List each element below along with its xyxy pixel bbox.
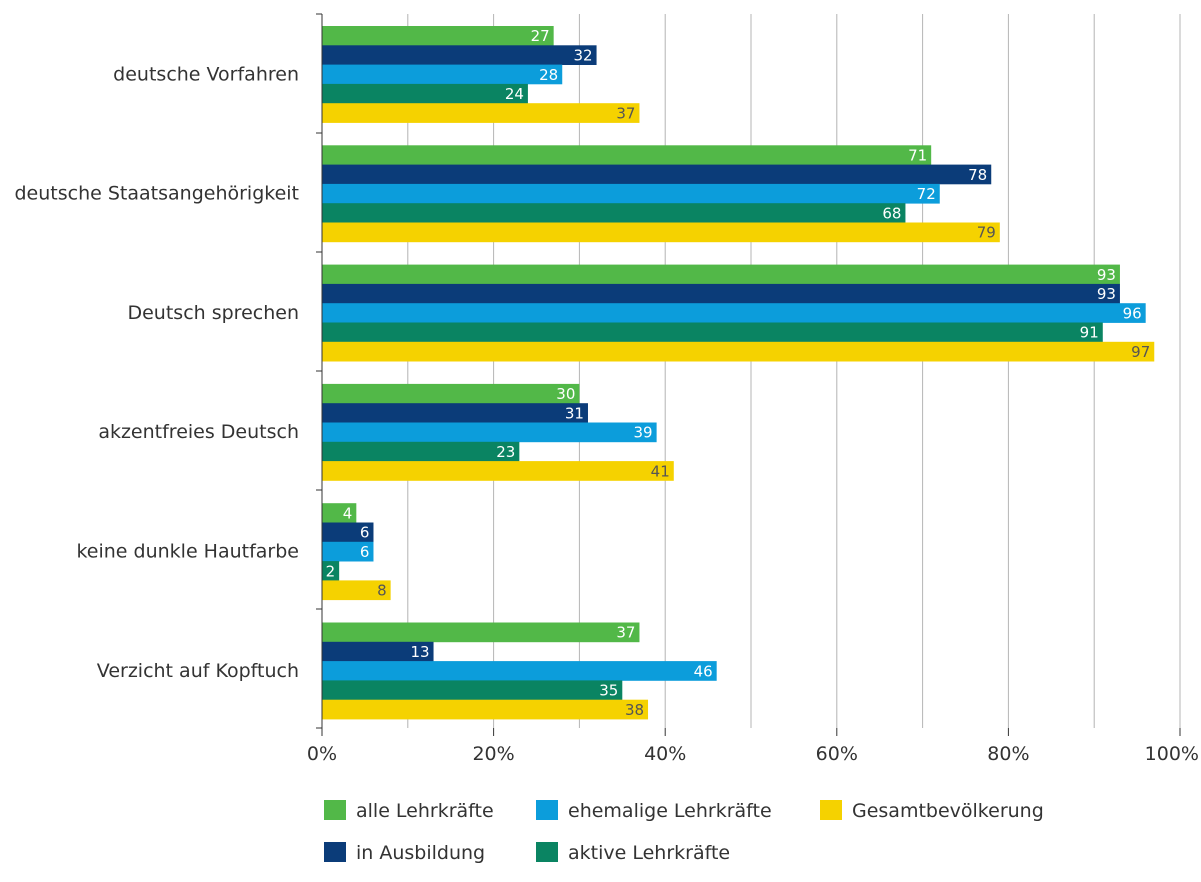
data-label: 96 (1123, 304, 1142, 322)
bar (322, 303, 1146, 323)
data-label: 72 (917, 185, 936, 203)
data-label: 4 (343, 504, 353, 522)
legend-label: aktive Lehrkräfte (568, 842, 730, 864)
legend-label: Gesamtbevölkerung (852, 800, 1044, 822)
legend-swatch (536, 800, 558, 820)
bar (322, 164, 992, 185)
bar (322, 441, 520, 462)
bar (322, 403, 588, 423)
legend-label: alle Lehrkräfte (356, 800, 494, 822)
bar (322, 322, 1103, 343)
bar (322, 580, 391, 601)
x-tick-label: 40% (644, 743, 686, 765)
x-tick-label: 80% (987, 743, 1029, 765)
category-label: Verzicht auf Kopftuch (97, 660, 299, 682)
bar (322, 661, 717, 681)
data-label: 31 (565, 404, 584, 422)
data-label: 93 (1097, 285, 1116, 303)
data-label: 79 (977, 224, 996, 242)
x-tick-label: 60% (816, 743, 858, 765)
x-tick-label: 100% (1145, 743, 1199, 765)
bar (322, 203, 906, 223)
data-label: 78 (968, 166, 987, 184)
bar (322, 264, 1120, 285)
bar (322, 383, 580, 404)
data-label: 30 (556, 385, 575, 403)
data-label: 71 (908, 146, 927, 164)
bar (322, 680, 623, 701)
data-label: 46 (694, 662, 713, 680)
category-label: Deutsch sprechen (127, 302, 299, 324)
gridlines (407, 14, 1181, 728)
legend-label: in Ausbildung (356, 842, 485, 864)
legend-swatch (324, 842, 346, 862)
category-label: akzentfreies Deutsch (98, 421, 299, 443)
data-label: 32 (573, 46, 592, 64)
legend-label: ehemalige Lehrkräfte (568, 800, 772, 822)
legend-swatch (820, 800, 842, 820)
category-label: deutsche Staatsangehörigkeit (15, 183, 300, 205)
data-label: 93 (1097, 266, 1116, 284)
data-label: 37 (616, 624, 635, 642)
legend: alle Lehrkräfte ehemalige Lehrkräfte Gesam… (324, 800, 1044, 864)
bar (322, 45, 597, 65)
bar (322, 64, 563, 85)
bar (322, 103, 640, 123)
bar (322, 503, 357, 523)
data-label: 8 (377, 582, 387, 600)
bar (322, 522, 374, 543)
bar (322, 422, 657, 443)
bar (322, 83, 528, 104)
data-label: 68 (882, 204, 901, 222)
data-label: 6 (360, 543, 370, 561)
axes: deutsche Vorfahren deutsche Staatsangehör… (15, 13, 1199, 765)
category-label: keine dunkle Hautfarbe (76, 540, 299, 562)
data-label: 23 (496, 443, 515, 461)
bar (322, 183, 940, 204)
data-label: 35 (599, 682, 618, 700)
data-label: 6 (360, 524, 370, 542)
bar (322, 461, 674, 481)
bar (322, 561, 340, 581)
bar (322, 341, 1155, 362)
bar (322, 541, 374, 562)
bar (322, 699, 649, 720)
data-label: 2 (326, 562, 336, 580)
bar (322, 145, 932, 165)
bar (322, 283, 1120, 304)
data-label: 24 (505, 85, 524, 103)
bar (322, 222, 1000, 243)
legend-swatch (536, 842, 558, 862)
data-label: 37 (616, 104, 635, 122)
bar (322, 26, 554, 46)
bars: 2732282437717872687993939691973031392341… (322, 26, 1155, 720)
data-label: 27 (531, 27, 550, 45)
bar (322, 641, 434, 662)
category-label: deutsche Vorfahren (113, 63, 299, 85)
legend-swatch (324, 800, 346, 820)
data-label: 41 (651, 462, 670, 480)
data-label: 91 (1080, 324, 1099, 342)
data-label: 13 (410, 643, 429, 661)
bar (322, 622, 640, 643)
data-label: 28 (539, 66, 558, 84)
data-label: 38 (625, 701, 644, 719)
data-label: 97 (1131, 343, 1150, 361)
data-label: 39 (634, 424, 653, 442)
x-tick-label: 0% (307, 743, 337, 765)
x-tick-label: 20% (472, 743, 514, 765)
